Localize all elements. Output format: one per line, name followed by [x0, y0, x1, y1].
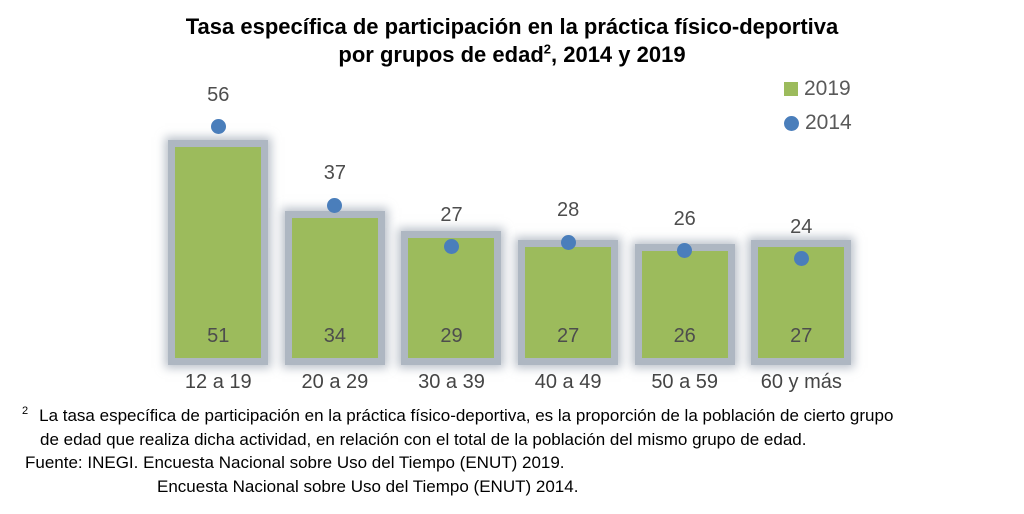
legend-label-2019: 2019	[804, 77, 851, 100]
chart-title: Tasa específica de participación en la p…	[0, 13, 1024, 69]
legend-item-2014: 2014	[784, 111, 852, 134]
bar-value-label-2019: 27	[556, 325, 580, 347]
dot-value-label-2014: 37	[323, 162, 347, 185]
bar-value-label-2019: 27	[790, 325, 813, 347]
x-axis-label: 20 a 29	[301, 371, 369, 393]
bar-2019	[284, 210, 385, 365]
bar-group: 26 26	[626, 85, 743, 365]
x-axis-label: 60 y más	[760, 371, 842, 393]
chart-title-years: , 2014 y 2019	[551, 42, 686, 67]
notes-block: 2 La tasa específica de participación en …	[18, 404, 893, 498]
bar-value-label-2019: 26	[673, 325, 696, 347]
chart-title-line2: por grupos de edad2, 2014 y 2019	[338, 42, 685, 67]
legend-circle-icon	[784, 115, 799, 131]
chart-title-line2-text: por grupos de edad	[338, 42, 544, 67]
x-axis-label: 30 a 39	[418, 371, 485, 393]
legend-item-2019: 2019	[784, 77, 852, 100]
footnote-text-1: La tasa específica de participación en l…	[39, 406, 894, 425]
title-footnote-ref: 2	[543, 41, 551, 57]
bar-value-label-2019: 34	[323, 325, 347, 347]
chart-title-line1: Tasa específica de participación en la p…	[185, 14, 839, 39]
footnote-line-1: 2 La tasa específica de participación en …	[18, 404, 893, 428]
legend-square-icon	[784, 82, 798, 96]
marker-2014-dot	[793, 251, 809, 267]
dot-value-label-2014: 56	[207, 83, 230, 106]
marker-2014-dot	[210, 119, 226, 135]
legend-label-2014: 2014	[805, 111, 852, 134]
marker-2014-dot	[443, 239, 459, 254]
footnote-line-2: de edad que realiza dicha actividad, en …	[40, 429, 807, 449]
x-axis-label: 12 a 19	[184, 371, 252, 393]
bar-group: 34 37	[277, 85, 394, 365]
x-axis-label: 40 a 49	[534, 371, 602, 393]
plot-area: 51 56 34 37 29 27 27 28 26 26 27 24	[160, 83, 860, 365]
footnote-marker: 2	[22, 405, 29, 418]
marker-2014-dot	[327, 197, 343, 213]
dot-value-label-2014: 24	[790, 215, 813, 238]
marker-2014-dot	[560, 234, 576, 250]
bar-group: 27 24	[743, 85, 860, 365]
dot-value-label-2014: 28	[556, 199, 580, 222]
x-axis-label: 50 a 59	[651, 371, 719, 393]
bar-group: 27 28	[510, 85, 627, 365]
bar-value-label-2019: 51	[207, 325, 230, 347]
source-line-1: Fuente: INEGI. Encuesta Nacional sobre U…	[25, 453, 565, 472]
bar-group: 29 27	[393, 85, 510, 365]
bar-value-label-2019: 29	[440, 325, 463, 347]
bar-2019	[168, 140, 269, 365]
source-line-2: Encuesta Nacional sobre Uso del Tiempo (…	[157, 476, 579, 496]
legend: 2019 2014	[784, 77, 852, 134]
marker-2014-dot	[677, 243, 693, 259]
x-axis: 12 a 19 20 a 29 30 a 39 40 a 49 50 a 59 60 y …	[160, 371, 860, 397]
dot-value-label-2014: 26	[673, 207, 696, 230]
dot-value-label-2014: 27	[440, 203, 463, 226]
bar-group: 51 56	[160, 83, 277, 365]
